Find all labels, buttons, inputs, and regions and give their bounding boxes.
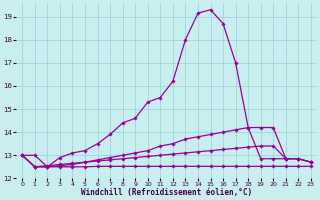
X-axis label: Windchill (Refroidissement éolien,°C): Windchill (Refroidissement éolien,°C)	[81, 188, 252, 197]
